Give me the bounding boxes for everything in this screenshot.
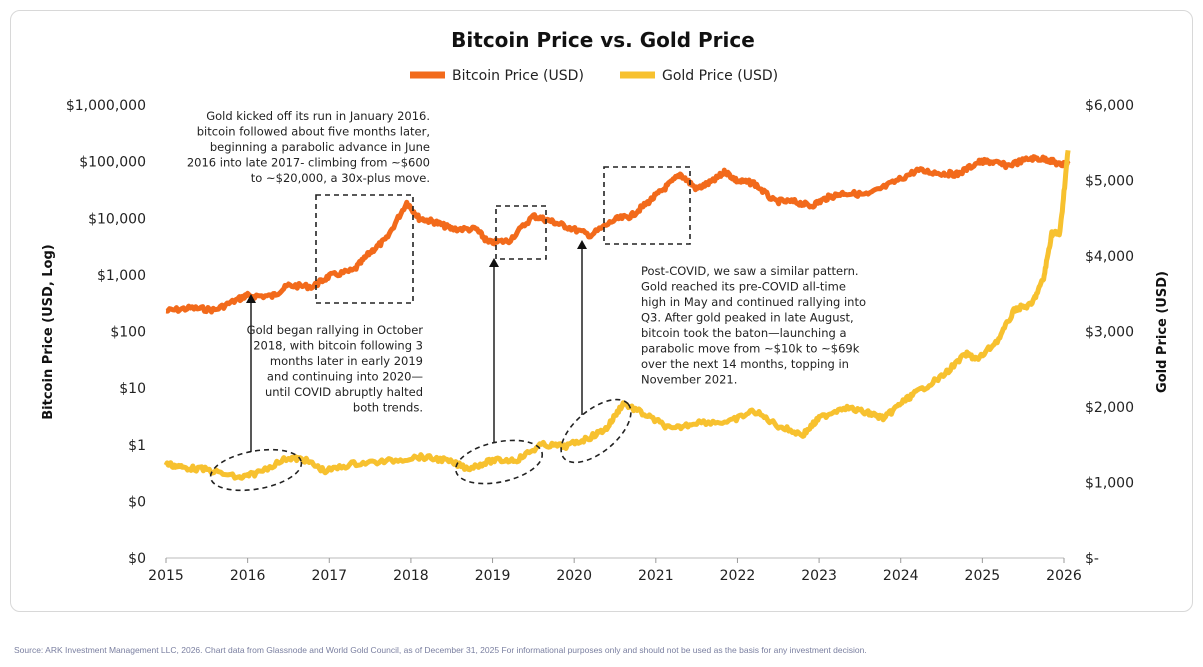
x-tick-label: 2020 — [556, 568, 592, 584]
arrow-2019 — [489, 258, 499, 442]
annotation-a2-line: both trends. — [353, 401, 423, 415]
x-tick-label: 2023 — [801, 568, 837, 584]
y-left-tick-label: $100,000 — [79, 155, 146, 171]
annotation-a2-line: Gold began rallying in October — [247, 323, 424, 337]
annotation-a3-line: Q3. After gold peaked in late August, — [641, 311, 854, 325]
y-right-tick-label: $- — [1085, 551, 1099, 567]
y-right-tick-label: $1,000 — [1085, 476, 1134, 492]
highlight-ellipse-2020 — [560, 398, 632, 464]
annotation-a3-line: November 2021. — [641, 373, 737, 387]
highlight-box-2017 — [315, 194, 414, 304]
annotation-a1-line: beginning a parabolic advance in June — [210, 140, 430, 154]
y-axis-right-label: Gold Price (USD) — [1155, 271, 1170, 393]
annotation-a3-line: high in May and continued rallying into — [641, 295, 866, 309]
x-tick-label: 2025 — [965, 568, 1001, 584]
y-left-tick-label: $10,000 — [88, 211, 146, 227]
annotation-a1-line: to ~$20,000, a 30x-plus move. — [251, 171, 430, 185]
highlight-ellipse-2019 — [454, 439, 544, 485]
y-right-tick-label: $3,000 — [1085, 325, 1134, 341]
y-left-tick-label: $1 — [128, 438, 146, 454]
x-tick-label: 2019 — [475, 568, 511, 584]
arrow-2016 — [246, 294, 256, 452]
x-tick-label: 2016 — [230, 568, 266, 584]
highlight-ellipse-2016 — [209, 448, 303, 492]
legend-label-gold: Gold Price (USD) — [662, 68, 778, 84]
y-left-tick-label: $0 — [128, 494, 146, 510]
y-axis-left-label: Bitcoin Price (USD, Log) — [41, 244, 56, 419]
annotation-a2-line: 2018, with bitcoin following 3 — [253, 339, 423, 353]
gold-price-line — [163, 149, 1071, 481]
annotation-a3-line: parabolic move from ~$10k to ~$69k — [641, 342, 860, 356]
bitcoin-price-line — [165, 154, 1071, 315]
annotation-a2-line: until COVID abruptly halted — [265, 385, 423, 399]
annotation-a1-line: 2016 into late 2017- climbing from ~$600 — [187, 156, 430, 170]
chart-title: Bitcoin Price vs. Gold Price — [451, 28, 755, 52]
annotation-a3-line: over the next 14 months, topping in — [641, 357, 849, 371]
annotation-a2-line: and continuing into 2020— — [267, 370, 423, 384]
y-left-tick-label: $10 — [119, 381, 146, 397]
legend-label-bitcoin: Bitcoin Price (USD) — [452, 68, 584, 84]
y-left-tick-label: $1,000,000 — [66, 98, 146, 114]
chart-card — [10, 10, 1193, 612]
annotation-a3-line: Post-COVID, we saw a similar pattern. — [641, 264, 859, 278]
y-left-tick-label: $1,000 — [97, 268, 146, 284]
annotation-a3-line: bitcoin took the baton—launching a — [641, 326, 847, 340]
annotations: Gold kicked off its run in January 2016.… — [187, 109, 866, 492]
y-right-tick-label: $6,000 — [1085, 98, 1134, 114]
x-tick-label: 2015 — [148, 568, 184, 584]
annotation-a1-line: Gold kicked off its run in January 2016. — [206, 109, 430, 123]
arrow-2020 — [577, 240, 587, 415]
annotation-a1-line: bitcoin followed about five months later… — [197, 125, 430, 139]
x-tick-label: 2017 — [311, 568, 347, 584]
x-tick-label: 2022 — [720, 568, 756, 584]
x-tick-label: 2026 — [1046, 568, 1082, 584]
annotation-a2-line: months later in early 2019 — [270, 354, 423, 368]
highlight-box-2019 — [495, 205, 547, 260]
y-left-tick-label: $0 — [128, 551, 146, 567]
source-footnote: Source: ARK Investment Management LLC, 2… — [14, 645, 867, 655]
x-tick-label: 2018 — [393, 568, 429, 584]
y-right-tick-label: $4,000 — [1085, 249, 1134, 265]
y-right-tick-label: $5,000 — [1085, 174, 1134, 190]
annotation-a3-line: Gold reached its pre-COVID all-time — [641, 280, 846, 294]
legend: Bitcoin Price (USD) Gold Price (USD) — [410, 68, 778, 84]
x-tick-label: 2024 — [883, 568, 919, 584]
y-right-tick-label: $2,000 — [1085, 400, 1134, 416]
x-tick-label: 2021 — [638, 568, 674, 584]
y-left-tick-label: $100 — [110, 325, 146, 341]
